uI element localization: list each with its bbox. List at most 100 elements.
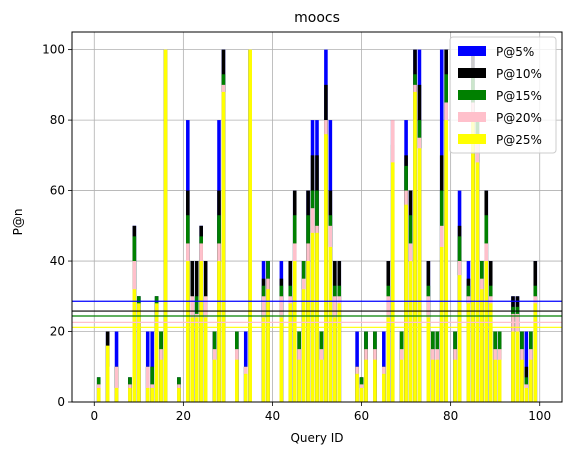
bar bbox=[288, 303, 293, 402]
bar bbox=[511, 331, 515, 402]
bar bbox=[359, 387, 364, 402]
bar bbox=[431, 359, 435, 402]
bar bbox=[319, 359, 324, 402]
bar bbox=[520, 359, 524, 402]
bar bbox=[145, 366, 150, 402]
legend-box bbox=[449, 36, 557, 154]
bar bbox=[221, 91, 226, 403]
bar bbox=[337, 303, 342, 402]
bar bbox=[114, 366, 119, 402]
bar bbox=[457, 275, 462, 402]
x-tick-label: 40 bbox=[265, 409, 280, 423]
bar bbox=[386, 317, 391, 402]
bar bbox=[194, 317, 199, 402]
plot-frame bbox=[71, 31, 563, 403]
bar bbox=[154, 303, 159, 402]
bar bbox=[515, 331, 520, 402]
x-axis-label: Query ID bbox=[290, 431, 343, 445]
legend-label: P@15% bbox=[496, 89, 542, 103]
legend: P@5% P@10% P@15% P@20% P@25% bbox=[449, 36, 557, 154]
bar bbox=[114, 387, 119, 402]
y-tick-label: 100 bbox=[42, 43, 65, 57]
y-tick-label: 40 bbox=[50, 254, 65, 268]
series-P@25% bbox=[96, 49, 538, 403]
mean-lines bbox=[72, 300, 562, 328]
x-tick-label: 80 bbox=[443, 409, 458, 423]
x-tick-label: 20 bbox=[176, 409, 191, 423]
legend-swatch bbox=[458, 68, 486, 78]
bar bbox=[488, 303, 493, 402]
bar bbox=[480, 289, 484, 402]
bar bbox=[493, 359, 497, 402]
y-tick-label: 80 bbox=[50, 113, 65, 127]
bar bbox=[203, 317, 208, 402]
bar bbox=[497, 359, 502, 402]
bar bbox=[373, 359, 377, 402]
bar bbox=[328, 246, 333, 402]
bar bbox=[439, 246, 444, 402]
bar bbox=[301, 289, 306, 402]
bars bbox=[96, 49, 538, 403]
bar bbox=[390, 162, 395, 402]
bar bbox=[243, 373, 248, 402]
x-tick-label: 100 bbox=[528, 409, 551, 423]
legend-label: P@20% bbox=[496, 111, 542, 125]
y-axis-label: P@n bbox=[11, 209, 25, 236]
bar bbox=[533, 303, 538, 402]
bar bbox=[292, 261, 297, 402]
bar bbox=[150, 387, 154, 402]
bar bbox=[235, 359, 239, 402]
bar bbox=[137, 303, 141, 402]
bar bbox=[159, 359, 163, 402]
legend-swatch bbox=[458, 112, 486, 122]
bar bbox=[324, 134, 328, 402]
bar bbox=[333, 317, 337, 402]
bar bbox=[248, 49, 252, 402]
legend-swatch bbox=[458, 134, 486, 144]
bar bbox=[186, 261, 190, 402]
bar bbox=[444, 120, 448, 402]
bar bbox=[466, 303, 471, 402]
y-tick-label: 0 bbox=[57, 395, 65, 409]
bar bbox=[96, 387, 101, 402]
bar bbox=[453, 359, 457, 402]
bar bbox=[399, 359, 404, 402]
bar bbox=[190, 317, 195, 402]
bar bbox=[145, 387, 150, 402]
bar bbox=[529, 359, 533, 402]
bar bbox=[475, 162, 480, 402]
bar bbox=[435, 359, 440, 402]
bar bbox=[355, 373, 359, 402]
legend-swatch bbox=[458, 46, 486, 56]
y-tick-label: 60 bbox=[50, 184, 65, 198]
bar bbox=[217, 261, 221, 402]
bar bbox=[310, 232, 315, 402]
bar bbox=[315, 232, 319, 402]
bar bbox=[417, 148, 422, 402]
bar bbox=[128, 387, 132, 402]
bar bbox=[163, 49, 168, 402]
bar bbox=[471, 120, 475, 402]
x-tick-label: 0 bbox=[90, 409, 98, 423]
bar bbox=[524, 387, 529, 402]
bar bbox=[306, 261, 310, 402]
bar bbox=[484, 261, 489, 402]
bar bbox=[132, 289, 137, 402]
bar bbox=[404, 204, 408, 402]
legend-label: P@10% bbox=[496, 67, 542, 81]
bar bbox=[364, 359, 368, 402]
bar bbox=[297, 359, 301, 402]
bar bbox=[408, 261, 413, 402]
x-ticks: 0 20 40 60 80 100 bbox=[90, 402, 551, 423]
legend-swatch bbox=[458, 90, 486, 100]
x-tick-label: 60 bbox=[354, 409, 369, 423]
bar bbox=[266, 289, 270, 402]
legend-label: P@25% bbox=[496, 133, 542, 147]
bar bbox=[279, 317, 284, 402]
y-ticks: 0 20 40 60 80 100 bbox=[42, 43, 72, 409]
bar bbox=[382, 373, 386, 402]
bar bbox=[177, 387, 181, 402]
bar bbox=[199, 261, 203, 402]
bar bbox=[426, 317, 431, 402]
